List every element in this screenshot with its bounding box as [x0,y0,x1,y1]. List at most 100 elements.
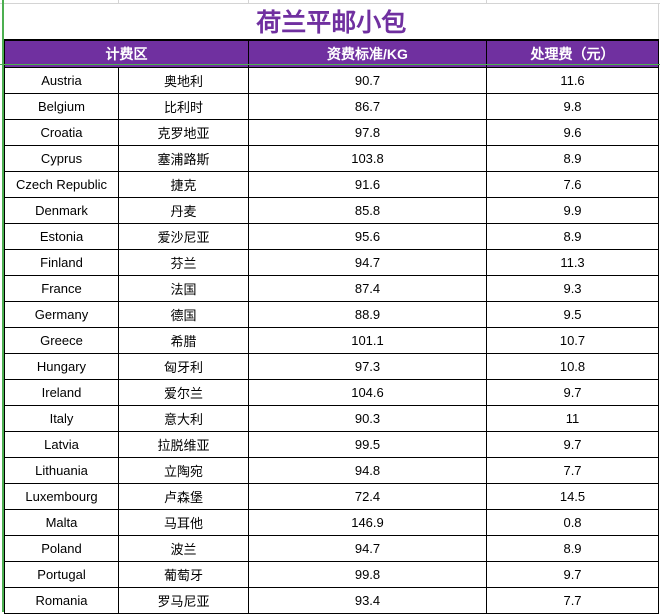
table-row: Latvia 拉脱维亚 99.5 9.7 [4,431,660,458]
table-row: Belgium 比利时 86.7 9.8 [4,93,660,120]
cell-en[interactable]: Ireland [4,379,119,406]
cell-rate[interactable]: 103.8 [248,145,487,172]
cell-en[interactable]: Austria [4,67,119,94]
cell-zh[interactable]: 匈牙利 [118,353,249,380]
cell-en[interactable]: Denmark [4,197,119,224]
cell-zh[interactable]: 卢森堡 [118,483,249,510]
cell-rate[interactable]: 146.9 [248,509,487,536]
cell-fee[interactable]: 11 [485,405,660,432]
selection-border-h [0,64,660,65]
cell-rate[interactable]: 87.4 [248,275,487,302]
cell-zh[interactable]: 克罗地亚 [118,119,249,146]
cell-zh[interactable]: 拉脱维亚 [118,431,249,458]
cell-zh[interactable]: 德国 [118,301,249,328]
table-row: Greece 希腊 101.1 10.7 [4,327,660,354]
cell-en[interactable]: Italy [4,405,119,432]
cell-fee[interactable]: 9.5 [485,301,660,328]
cell-zh[interactable]: 马耳他 [118,509,249,536]
cell-fee[interactable]: 9.7 [485,431,660,458]
cell-zh[interactable]: 丹麦 [118,197,249,224]
selection-border [2,0,4,612]
cell-en[interactable]: Latvia [4,431,119,458]
cell-fee[interactable]: 9.6 [485,119,660,146]
cell-zh[interactable]: 波兰 [118,535,249,562]
cell-en[interactable]: France [4,275,119,302]
cell-fee[interactable]: 9.7 [485,379,660,406]
cell-en[interactable]: Czech Republic [4,171,119,198]
cell-en[interactable]: Belgium [4,93,119,120]
cell-en[interactable]: Hungary [4,353,119,380]
cell-en[interactable]: Germany [4,301,119,328]
cell-rate[interactable]: 85.8 [248,197,487,224]
cell-fee[interactable]: 9.8 [485,93,660,120]
cell-fee[interactable]: 7.6 [485,171,660,198]
cell-zh[interactable]: 芬兰 [118,249,249,276]
table-row: Czech Republic 捷克 91.6 7.6 [4,171,660,198]
cell-fee[interactable]: 9.9 [485,197,660,224]
cell-en[interactable]: Cyprus [4,145,119,172]
table-row: Ireland 爱尔兰 104.6 9.7 [4,379,660,406]
table-row: France 法国 87.4 9.3 [4,275,660,302]
cell-rate[interactable]: 94.7 [248,249,487,276]
cell-zh[interactable]: 比利时 [118,93,249,120]
cell-rate[interactable]: 72.4 [248,483,487,510]
cell-en[interactable]: Portugal [4,561,119,588]
cell-fee[interactable]: 0.8 [485,509,660,536]
cell-zh[interactable]: 葡萄牙 [118,561,249,588]
cell-rate[interactable]: 94.7 [248,535,487,562]
cell-zh[interactable]: 爱尔兰 [118,379,249,406]
cell-zh[interactable]: 罗马尼亚 [118,587,249,614]
cell-fee[interactable]: 7.7 [485,587,660,614]
cell-en[interactable]: Poland [4,535,119,562]
cell-fee[interactable]: 8.9 [485,535,660,562]
cell-rate[interactable]: 90.3 [248,405,487,432]
cell-rate[interactable]: 93.4 [248,587,487,614]
cell-en[interactable]: Romania [4,587,119,614]
cell-en[interactable]: Luxembourg [4,483,119,510]
cell-fee[interactable]: 10.8 [485,353,660,380]
cell-en[interactable]: Croatia [4,119,119,146]
cell-rate[interactable]: 91.6 [248,171,487,198]
cell-rate[interactable]: 97.8 [248,119,487,146]
cell-rate[interactable]: 99.8 [248,561,487,588]
cell-fee[interactable]: 11.6 [485,67,660,94]
cell-fee[interactable]: 9.3 [485,275,660,302]
cell-fee[interactable]: 11.3 [485,249,660,276]
table-row: Austria 奥地利 90.7 11.6 [4,67,660,94]
cell-en[interactable]: Lithuania [4,457,119,484]
cell-rate[interactable]: 97.3 [248,353,487,380]
cell-fee[interactable]: 14.5 [485,483,660,510]
cell-zh[interactable]: 法国 [118,275,249,302]
table-row: Estonia 爱沙尼亚 95.6 8.9 [4,223,660,250]
cell-rate[interactable]: 90.7 [248,67,487,94]
cell-rate[interactable]: 95.6 [248,223,487,250]
header-rate[interactable]: 资费标准/KG [248,39,487,68]
cell-en[interactable]: Estonia [4,223,119,250]
cell-rate[interactable]: 104.6 [248,379,487,406]
cell-rate[interactable]: 99.5 [248,431,487,458]
cell-rate[interactable]: 86.7 [248,93,487,120]
cell-fee[interactable]: 8.9 [485,145,660,172]
table-row: Luxembourg 卢森堡 72.4 14.5 [4,483,660,510]
cell-zh[interactable]: 塞浦路斯 [118,145,249,172]
cell-rate[interactable]: 101.1 [248,327,487,354]
cell-fee[interactable]: 9.7 [485,561,660,588]
cell-en[interactable]: Greece [4,327,119,354]
cell-zh[interactable]: 奥地利 [118,67,249,94]
cell-fee[interactable]: 7.7 [485,457,660,484]
table-row: Italy 意大利 90.3 11 [4,405,660,432]
cell-rate[interactable]: 88.9 [248,301,487,328]
cell-en[interactable]: Finland [4,249,119,276]
cell-fee[interactable]: 8.9 [485,223,660,250]
header-fee[interactable]: 处理费（元） [485,39,660,68]
cell-zh[interactable]: 立陶宛 [118,457,249,484]
cell-fee[interactable]: 10.7 [485,327,660,354]
cell-en[interactable]: Malta [4,509,119,536]
cell-rate[interactable]: 94.8 [248,457,487,484]
cell-zh[interactable]: 希腊 [118,327,249,354]
cell-zh[interactable]: 意大利 [118,405,249,432]
table-row: Lithuania 立陶宛 94.8 7.7 [4,457,660,484]
table-title[interactable]: 荷兰平邮小包 [4,3,660,41]
cell-zh[interactable]: 捷克 [118,171,249,198]
cell-zh[interactable]: 爱沙尼亚 [118,223,249,250]
